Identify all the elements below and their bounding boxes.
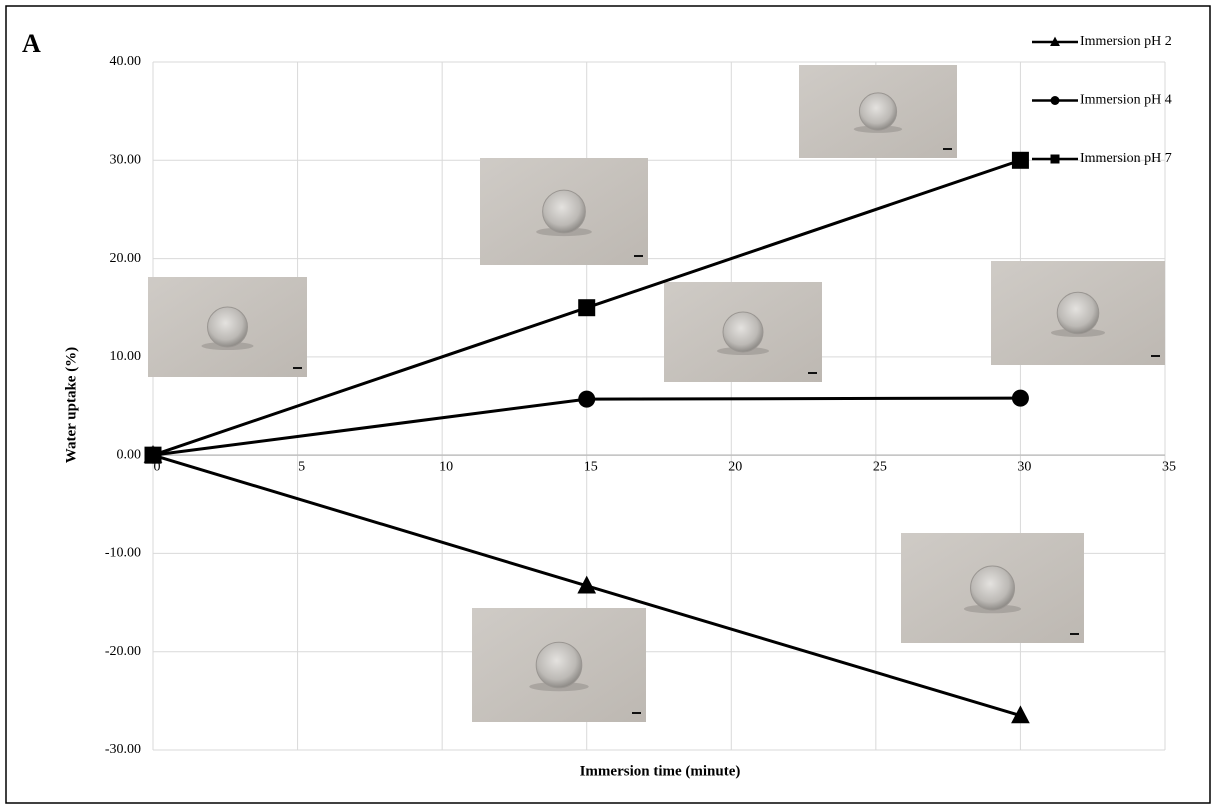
photo [480,158,648,265]
marker [144,446,162,464]
marker [1050,154,1060,164]
scale-bar [808,372,817,374]
scale-bar [632,712,641,714]
photos [148,65,1165,722]
droplet [542,189,586,234]
y-axis-title: Water uptake (%) [63,347,79,463]
droplet [207,306,248,348]
photo [901,533,1084,643]
scale-bar [1151,355,1160,357]
droplet [858,92,898,131]
marker [577,575,597,594]
legend-label: Immersion pH 4 [1080,93,1172,108]
scale-bar [634,255,643,257]
legend-item: Immersion pH 2 [1032,34,1172,49]
droplet [535,641,583,689]
marker [1011,151,1029,169]
y-tick-label: 10.00 [110,349,142,364]
legend-item: Immersion pH 7 [1032,151,1172,166]
y-tick-label: 30.00 [110,153,142,168]
x-tick-label: 35 [1162,459,1176,474]
y-tick-label: -30.00 [105,742,141,757]
x-tick-label: 15 [584,459,598,474]
x-tick-label: 25 [873,459,887,474]
x-tick-label: 20 [728,459,742,474]
y-tick-label: -20.00 [105,644,141,659]
photo [472,608,646,722]
droplet [722,311,764,353]
y-tick-label: 40.00 [110,54,142,69]
droplet [970,565,1015,611]
legend-label: Immersion pH 2 [1080,34,1172,49]
y-tick-label: 20.00 [110,251,142,266]
marker [1011,389,1029,407]
photo [991,261,1165,365]
x-axis-title: Immersion time (minute) [580,763,741,779]
scale-bar [293,367,302,369]
y-tick-label: 0.00 [117,447,142,462]
photo [799,65,957,158]
scale-bar [943,148,952,150]
scale-bar [1070,633,1079,635]
legend-label: Immersion pH 7 [1080,151,1172,166]
marker [578,299,596,317]
photo [148,277,307,377]
x-tick-label: 10 [439,459,453,474]
x-tick-label: 5 [298,459,305,474]
marker [1050,36,1060,47]
photo [664,282,822,382]
legend-item: Immersion pH 4 [1032,93,1172,108]
x-tick-label: 30 [1017,459,1031,474]
marker [578,390,596,408]
x-tick-label: 0 [154,459,161,474]
panel-label: A [22,29,41,58]
marker [1050,96,1060,105]
droplet [1056,291,1100,335]
marker [1011,705,1030,724]
y-tick-label: -10.00 [105,546,141,561]
